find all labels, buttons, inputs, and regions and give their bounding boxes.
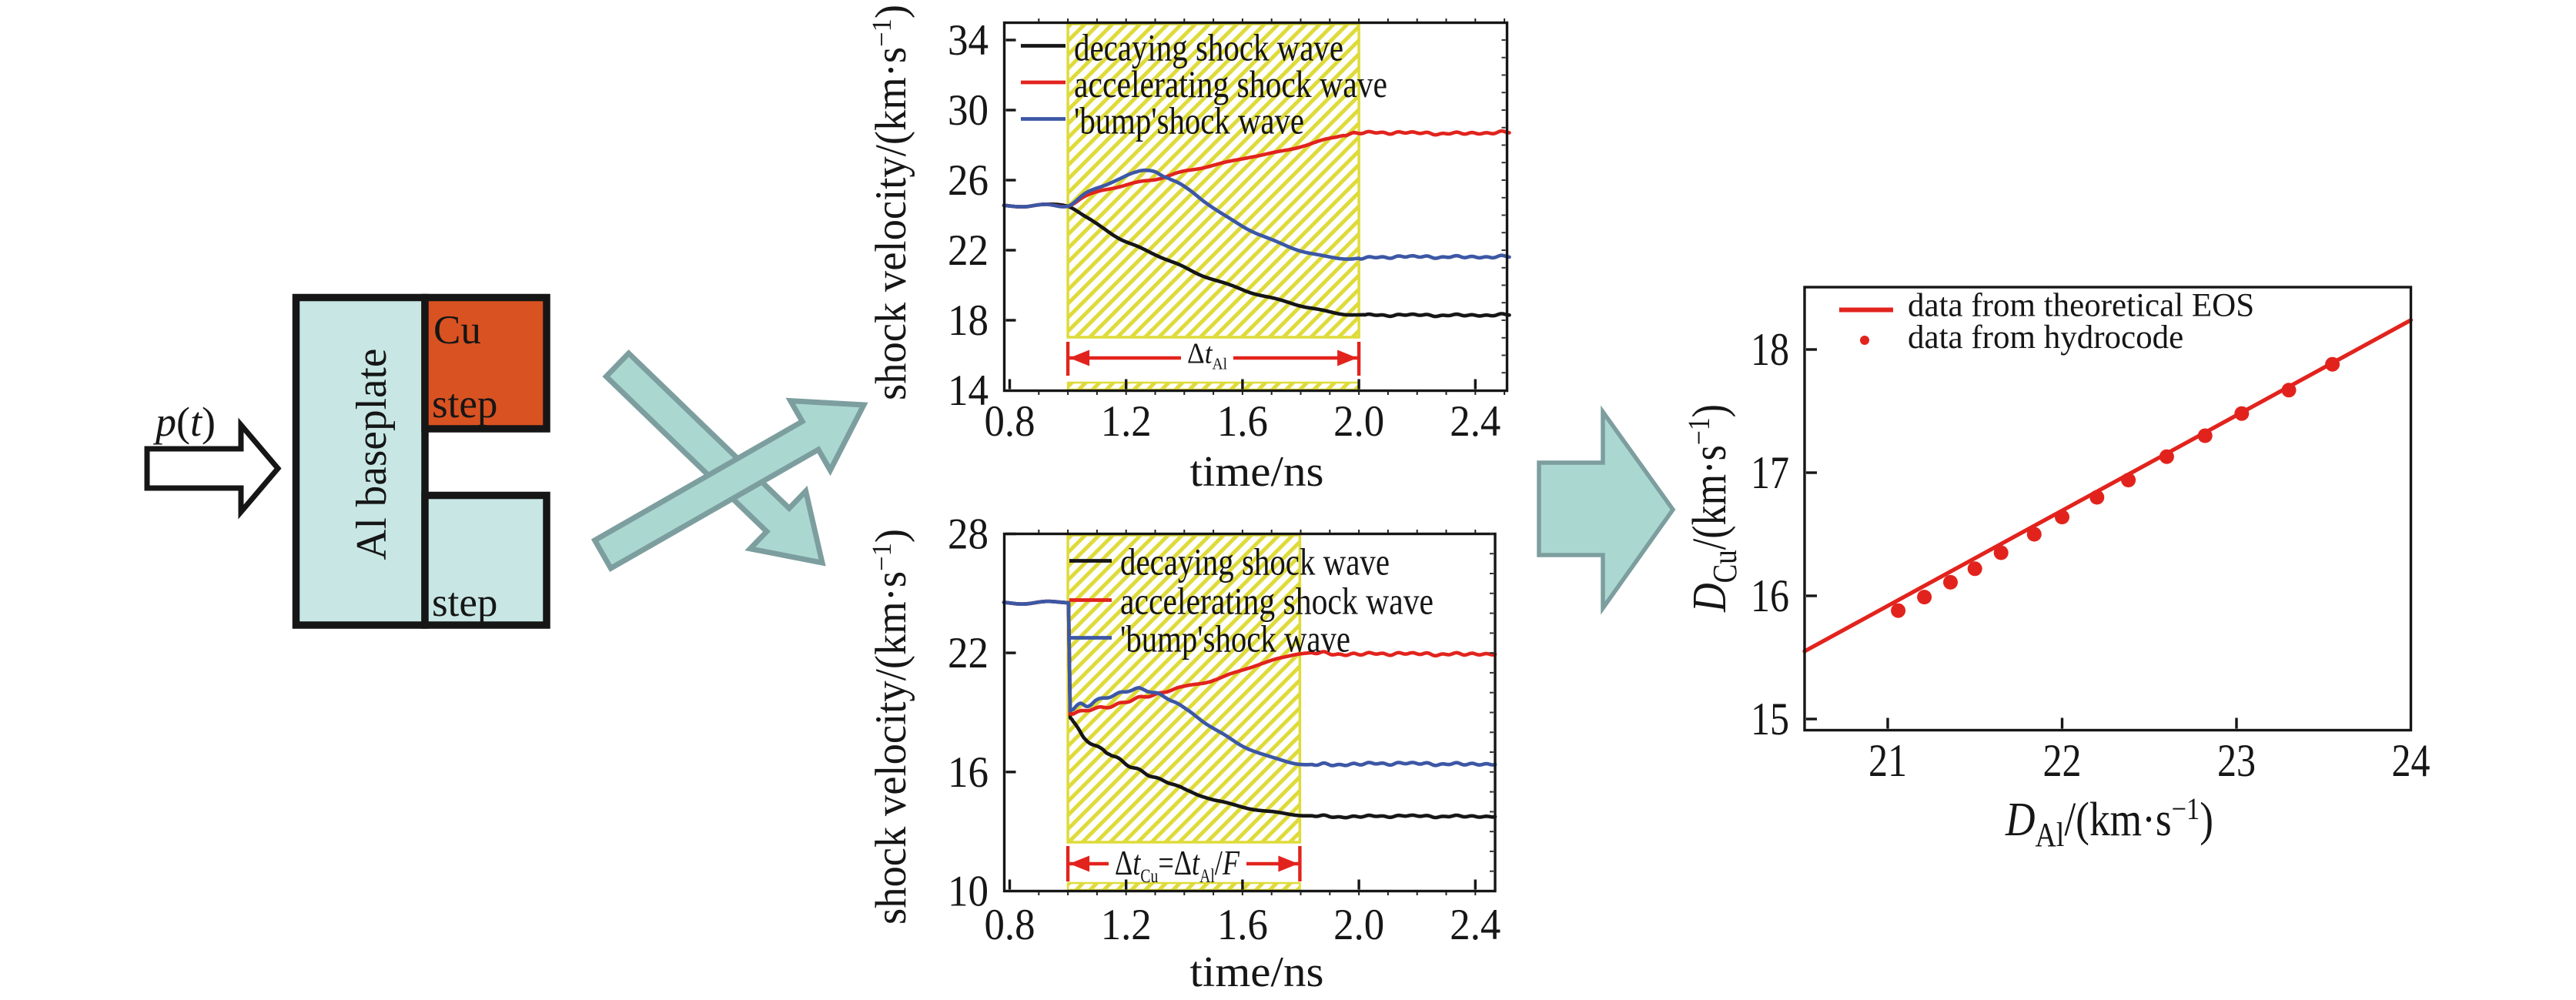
svg-text:step: step [432,580,497,625]
svg-text:'bump'shock wave: 'bump'shock wave [1120,617,1350,661]
svg-text:14: 14 [948,366,989,415]
svg-text:ΔtAl: ΔtAl [1187,336,1227,373]
svg-text:time/ns: time/ns [1190,948,1324,996]
svg-text:Cu: Cu [433,308,481,353]
svg-text:ΔtCu=ΔtAl/F: ΔtCu=ΔtAl/F [1115,843,1240,887]
svg-text:16: 16 [948,748,989,797]
svg-text:22: 22 [948,226,989,275]
svg-text:2.4: 2.4 [1450,901,1500,949]
svg-text:30: 30 [948,86,989,135]
svg-text:2.4: 2.4 [1450,397,1500,446]
svg-text:2.0: 2.0 [1333,901,1384,949]
svg-text:2.0: 2.0 [1333,397,1384,446]
svg-text:1.2: 1.2 [1101,397,1152,446]
svg-text:18: 18 [948,296,989,345]
svg-text:26: 26 [948,156,989,205]
svg-text:16: 16 [1751,570,1789,621]
svg-text:24: 24 [2392,735,2430,786]
svg-text:22: 22 [948,629,989,677]
svg-text:23: 23 [2217,735,2256,786]
svg-text:accelerating shock wave: accelerating shock wave [1120,580,1434,623]
svg-text:18: 18 [1751,324,1789,375]
svg-text:DCu/(km·s−1): DCu/(km·s−1) [1681,404,1744,613]
svg-text:21: 21 [1868,735,1907,786]
svg-text:17: 17 [1751,447,1789,498]
svg-text:step: step [432,382,497,426]
svg-text:1.6: 1.6 [1217,901,1268,949]
svg-text:1.2: 1.2 [1101,901,1152,949]
svg-text:DAl/(km·s−1): DAl/(km·s−1) [2005,791,2213,854]
svg-text:Al baseplate: Al baseplate [348,349,396,560]
svg-text:decaying shock wave: decaying shock wave [1074,26,1343,69]
svg-text:p(t): p(t) [152,399,216,445]
svg-text:22: 22 [2043,735,2082,786]
svg-text:10: 10 [948,868,989,916]
svg-text:1.6: 1.6 [1217,397,1268,446]
svg-text:decaying shock wave: decaying shock wave [1120,540,1390,584]
svg-text:data from theoretical EOS: data from theoretical EOS [1908,288,2254,324]
svg-text:accelerating shock wave: accelerating shock wave [1074,62,1387,105]
svg-text:28: 28 [948,510,989,559]
svg-text:34: 34 [948,16,989,65]
svg-text:0.8: 0.8 [985,397,1035,446]
svg-text:data from hydrocode: data from hydrocode [1908,319,2183,356]
svg-text:time/ns: time/ns [1190,448,1324,496]
svg-text:0.8: 0.8 [985,901,1035,949]
svg-text:15: 15 [1751,694,1789,744]
svg-text:shock velocity/(km·s−1): shock velocity/(km·s−1) [866,529,915,925]
svg-text:shock velocity/(km·s−1): shock velocity/(km·s−1) [866,5,915,400]
svg-text:'bump'shock wave: 'bump'shock wave [1074,99,1304,142]
